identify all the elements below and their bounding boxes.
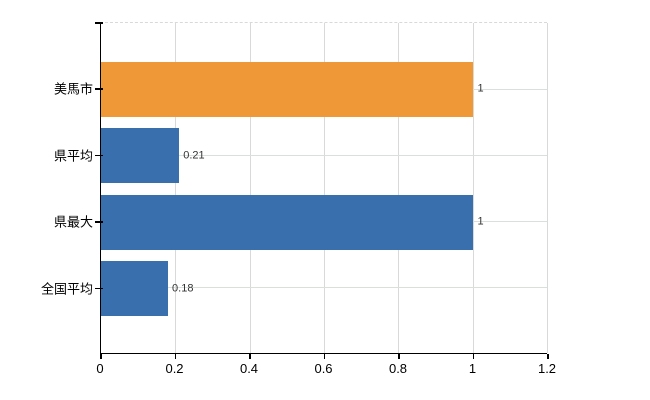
bar-0 xyxy=(101,61,473,117)
y-tick xyxy=(95,88,103,90)
x-tick xyxy=(174,354,176,359)
bar-2 xyxy=(101,194,473,250)
y-tick xyxy=(95,221,103,223)
y-tick-label: 全国平均 xyxy=(40,281,93,297)
x-tick xyxy=(323,354,325,359)
y-tick-label: 美馬市 xyxy=(53,81,93,97)
x-tick xyxy=(472,354,474,359)
x-tick-label: 1 xyxy=(468,361,477,376)
x-gridline xyxy=(249,23,251,353)
y-gridline xyxy=(101,287,547,288)
y-axis-top-tick xyxy=(95,22,103,24)
x-tick-label: 0 xyxy=(96,361,104,376)
bar-value-label: 0.21 xyxy=(183,149,205,162)
y-tick-label: 県最大 xyxy=(53,214,93,230)
x-tick xyxy=(398,354,400,359)
x-tick-label: 0.8 xyxy=(388,361,408,376)
plot-area: 1 0.21 1 0.18 xyxy=(100,22,548,354)
x-tick-label: 0.4 xyxy=(239,361,259,376)
bar-value-label: 1 xyxy=(477,215,484,228)
x-tick xyxy=(100,354,102,359)
y-gridline xyxy=(101,155,547,156)
x-tick xyxy=(249,354,251,359)
x-gridline xyxy=(324,23,325,353)
x-tick-label: 1.2 xyxy=(537,361,557,376)
bar-value-label: 0.18 xyxy=(172,282,194,295)
x-tick-label: 0.2 xyxy=(165,361,184,376)
y-tick xyxy=(95,287,103,290)
x-tick xyxy=(547,354,549,359)
bar-1 xyxy=(101,128,180,184)
x-gridline xyxy=(472,23,474,353)
x-gridline xyxy=(547,23,548,353)
y-tick-label: 県平均 xyxy=(53,148,93,164)
y-tick xyxy=(95,154,103,157)
x-tick-label: 0.6 xyxy=(314,361,333,376)
x-gridline xyxy=(398,23,400,353)
x-gridline xyxy=(175,23,177,353)
bar-value-label: 1 xyxy=(477,82,484,95)
bar-3 xyxy=(101,261,168,317)
